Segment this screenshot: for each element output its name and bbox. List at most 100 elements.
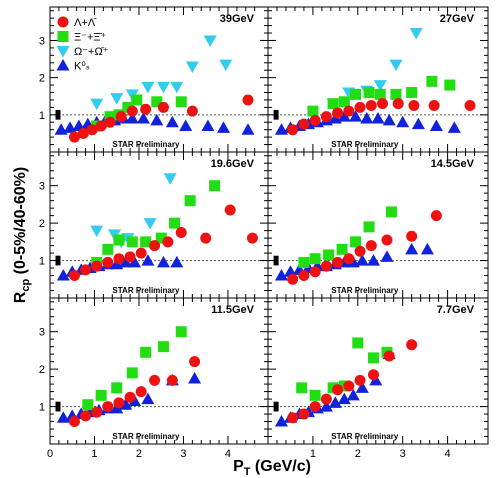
data-point — [166, 374, 178, 386]
y-tick-label: 1 — [39, 402, 45, 414]
data-point — [385, 206, 397, 218]
data-point — [409, 28, 423, 40]
data-point — [447, 121, 461, 133]
x-axis-title-main: P — [233, 458, 244, 475]
data-point — [406, 87, 418, 99]
data-point — [405, 242, 419, 255]
preliminary-label: STAR Preliminary — [331, 286, 399, 295]
data-point — [343, 253, 355, 265]
panel-energy-label: 27GeV — [440, 13, 475, 25]
data-point — [200, 232, 212, 244]
data-point — [323, 249, 335, 261]
data-point — [392, 98, 404, 110]
x-tick-label: 2 — [355, 448, 361, 460]
data-point — [383, 350, 395, 362]
legend-label: Ω⁻+Ω̄⁺ — [74, 46, 109, 58]
data-point — [86, 124, 98, 136]
y-axis-title-main: R — [12, 291, 29, 303]
panel: 27GeV STAR Preliminary — [267, 6, 489, 153]
data-point — [309, 389, 321, 401]
data-point — [140, 346, 152, 358]
data-point — [376, 98, 388, 110]
panel: 14.5GeV STAR Preliminary — [267, 151, 489, 299]
data-point — [287, 412, 299, 424]
data-point — [464, 100, 476, 112]
panel-energy-label: 14.5GeV — [431, 158, 475, 170]
preliminary-label: STAR Preliminary — [331, 432, 399, 441]
data-point — [274, 415, 288, 427]
panel: 1 2 3 19.6GeV STAR Preliminary — [39, 151, 269, 299]
data-point — [95, 120, 107, 132]
preliminary-label: STAR Preliminary — [112, 432, 180, 441]
data-point — [380, 250, 394, 262]
data-point — [343, 380, 355, 392]
panel: 1 2 3 39GeV STAR Preliminary — [39, 6, 269, 153]
data-point — [444, 79, 456, 91]
data-point — [128, 255, 142, 268]
data-point — [68, 270, 80, 282]
normalization-box — [55, 255, 61, 266]
series-xi — [298, 206, 397, 268]
series-xi — [307, 75, 456, 117]
data-point — [224, 204, 236, 216]
data-point — [169, 217, 181, 229]
data-point — [157, 341, 169, 353]
data-point — [382, 113, 396, 126]
y-tick-label: 1 — [39, 256, 45, 268]
data-point — [91, 260, 103, 272]
data-point — [338, 96, 350, 108]
data-point — [367, 254, 381, 266]
data-point — [309, 253, 321, 265]
x-tick-label: 4 — [225, 448, 231, 460]
normalization-box — [273, 255, 279, 266]
series-lambda — [68, 356, 201, 428]
data-point — [420, 242, 434, 255]
data-point — [354, 374, 366, 386]
data-point — [373, 80, 387, 92]
data-point — [111, 382, 123, 394]
data-point — [274, 123, 288, 135]
data-point — [320, 111, 332, 123]
data-point — [136, 112, 150, 124]
data-point — [354, 101, 366, 113]
x-axis-title-sub: T — [244, 466, 251, 478]
x-tick-label: 0 — [47, 448, 53, 460]
data-point — [113, 397, 125, 409]
data-point — [396, 115, 410, 128]
y-tick-label: 2 — [39, 218, 45, 230]
data-point — [287, 273, 299, 285]
data-point — [54, 123, 68, 135]
data-point — [185, 61, 199, 73]
y-tick-label: 2 — [39, 73, 45, 85]
data-point — [327, 98, 339, 110]
data-point — [90, 225, 104, 238]
preliminary-label: STAR Preliminary — [112, 140, 180, 149]
data-point — [307, 105, 319, 117]
data-point — [368, 352, 380, 364]
data-point — [408, 100, 420, 112]
panel-frame — [267, 297, 489, 445]
preliminary-label: STAR Preliminary — [331, 140, 399, 149]
data-point — [135, 386, 147, 398]
panel: 1 2 3 0 1 2 3 4 11.5GeV STAR Preliminary — [39, 297, 269, 460]
panel-energy-label: 39GeV — [220, 13, 255, 25]
data-point — [179, 119, 193, 131]
data-point — [113, 253, 125, 265]
data-point — [371, 112, 385, 124]
y-axis-title: Rcp (0-5%/40-60%) — [12, 167, 32, 303]
data-point — [343, 105, 355, 117]
legend-marker — [57, 31, 69, 42]
data-point — [56, 411, 70, 423]
data-point — [296, 382, 308, 394]
x-tick-label: 3 — [400, 448, 406, 460]
data-point — [406, 230, 418, 242]
data-point — [350, 88, 362, 100]
data-point — [63, 121, 77, 133]
legend-marker — [56, 46, 70, 58]
data-point — [126, 367, 138, 379]
data-point — [287, 124, 299, 136]
panel-frame — [49, 151, 269, 299]
data-point — [381, 234, 393, 246]
data-point — [68, 416, 80, 428]
data-point — [126, 236, 138, 248]
